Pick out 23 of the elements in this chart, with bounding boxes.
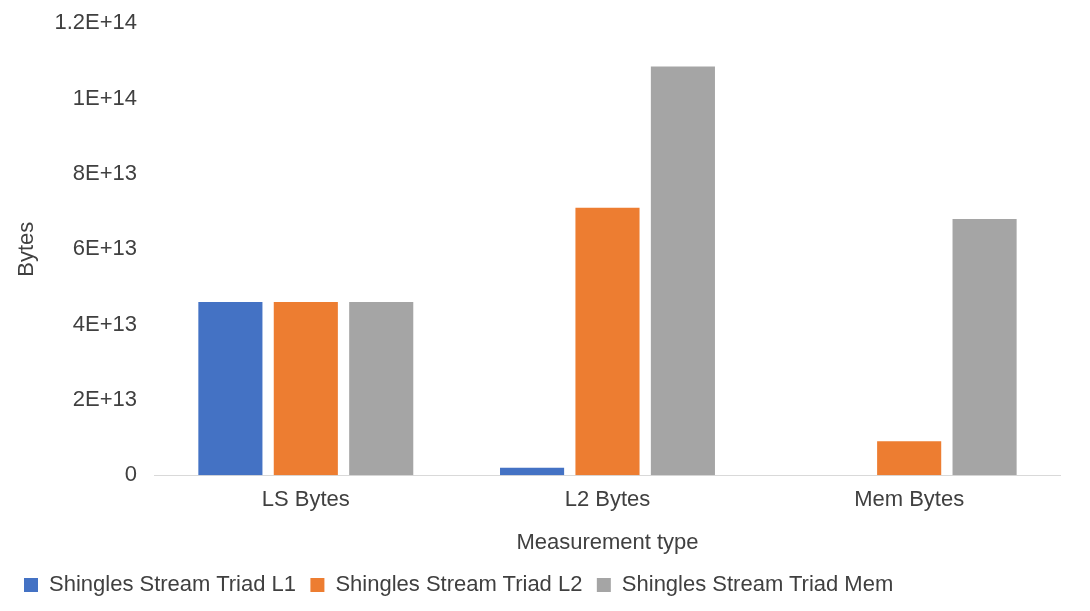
legend-label: Shingles Stream Triad L2 xyxy=(335,571,583,597)
bar xyxy=(500,467,565,476)
bar xyxy=(349,301,414,476)
y-tick-label: 8E+13 xyxy=(72,159,137,185)
bar xyxy=(273,301,338,476)
x-tick-label: Mem Bytes xyxy=(854,486,965,512)
bar xyxy=(877,441,942,476)
y-tick-label: 1.2E+14 xyxy=(54,9,137,35)
y-tick-label: 6E+13 xyxy=(72,235,137,261)
y-axis-title: Bytes xyxy=(13,221,39,277)
legend-label: Shingles Stream Triad Mem xyxy=(621,571,894,597)
x-axis-title: Measurement type xyxy=(516,528,699,554)
legend-label: Shingles Stream Triad L1 xyxy=(49,571,297,597)
bar xyxy=(198,301,263,476)
y-tick-label: 2E+13 xyxy=(72,385,137,411)
y-tick-label: 4E+13 xyxy=(72,310,137,336)
bar xyxy=(650,66,715,476)
y-tick-label: 1E+14 xyxy=(72,84,137,110)
x-tick-label: L2 Bytes xyxy=(564,486,651,512)
bar xyxy=(952,219,1017,476)
y-tick-label: 0 xyxy=(124,461,137,487)
x-tick-label: LS Bytes xyxy=(261,486,350,512)
bar xyxy=(575,207,640,476)
